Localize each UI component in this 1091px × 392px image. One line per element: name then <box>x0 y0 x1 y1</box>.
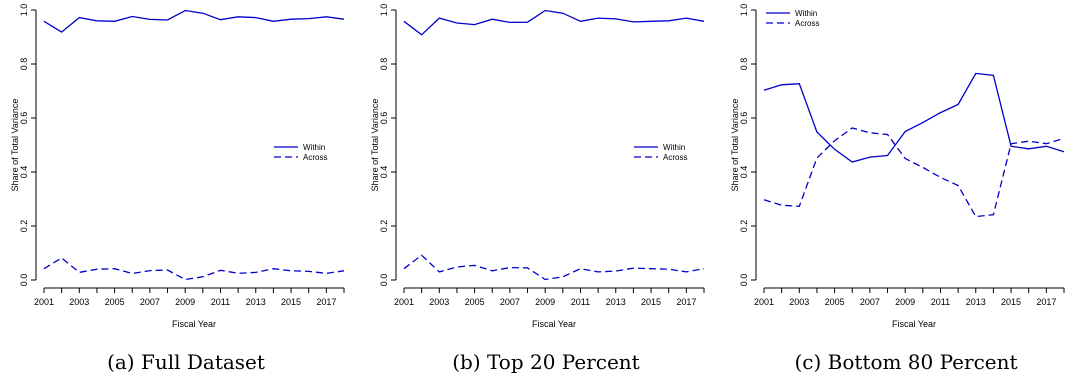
x-tick-label: 2011 <box>211 297 230 307</box>
y-tick-label: 0.8 <box>19 58 29 71</box>
y-tick-label: 0.4 <box>739 166 749 179</box>
y-tick-label: 1.0 <box>739 4 749 17</box>
x-axis-title: Fiscal Year <box>892 319 936 329</box>
y-tick-label: 0.2 <box>739 220 749 233</box>
y-axis-title: Share of Total Variance <box>10 99 20 192</box>
y-tick-label: 0.4 <box>379 166 389 179</box>
legend-label-across: Across <box>663 153 687 162</box>
y-tick-label: 0.2 <box>19 220 29 233</box>
chart-panel-c: 0.0 0.2 0.4 0.6 0.8 1.0 2001 2003 2005 2007 2009 20… <box>730 0 1082 392</box>
series-line-across <box>403 254 705 281</box>
x-tick-label: 2013 <box>246 297 266 307</box>
y-tick-label: 0.8 <box>739 58 749 71</box>
chart-svg-c: 0.0 0.2 0.4 0.6 0.8 1.0 2001 2003 2005 2007 2009 20… <box>730 4 1065 329</box>
caption-a: (a) Full Dataset <box>107 350 265 374</box>
x-axis-title: Fiscal Year <box>532 319 576 329</box>
chart-panel-a: 0.0 0.2 0.4 0.6 0.8 1.0 2001 2003 2005 2007 2009 20… <box>10 0 362 392</box>
x-tick-label: 2007 <box>860 297 880 307</box>
x-tick-label: 2001 <box>34 297 54 307</box>
y-tick-label: 0.4 <box>19 166 29 179</box>
x-tick-label: 2009 <box>535 297 555 307</box>
x-tick-label: 2007 <box>500 297 520 307</box>
x-tick-label: 2011 <box>571 297 590 307</box>
y-tick-label: 0.6 <box>379 112 389 125</box>
series-line-across <box>43 257 345 281</box>
x-tick-label: 2009 <box>895 297 915 307</box>
y-tick-label: 0.2 <box>379 220 389 233</box>
x-tick-label: 2017 <box>676 297 696 307</box>
legend-label-within: Within <box>303 143 325 152</box>
x-tick-label: 2001 <box>754 297 774 307</box>
x-tick-label: 2009 <box>175 297 195 307</box>
x-tick-label: 2003 <box>429 297 449 307</box>
y-tick-label: 0.8 <box>379 58 389 71</box>
x-tick-label: 2015 <box>641 297 661 307</box>
x-tick-label: 2015 <box>281 297 301 307</box>
legend-label-within: Within <box>663 143 685 152</box>
x-tick-label: 2013 <box>966 297 986 307</box>
x-tick-label: 2015 <box>1001 297 1021 307</box>
chart-svg-a: 0.0 0.2 0.4 0.6 0.8 1.0 2001 2003 2005 2007 2009 20… <box>10 4 345 329</box>
legend-label-across: Across <box>795 19 819 28</box>
series-line-within <box>43 9 345 33</box>
x-tick-label: 2005 <box>825 297 845 307</box>
x-tick-label: 2017 <box>316 297 336 307</box>
x-tick-label: 2003 <box>789 297 809 307</box>
series-line-within <box>403 9 705 36</box>
series-line-across <box>763 127 1065 218</box>
chart-panel-b: 0.0 0.2 0.4 0.6 0.8 1.0 2001 2003 2005 2007 2009 20… <box>370 0 722 392</box>
legend-label-within: Within <box>795 9 817 18</box>
y-tick-label: 0.0 <box>19 274 29 287</box>
y-axis-title: Share of Total Variance <box>730 99 740 192</box>
y-tick-label: 1.0 <box>379 4 389 17</box>
x-axis-title: Fiscal Year <box>172 319 216 329</box>
y-tick-label: 0.6 <box>739 112 749 125</box>
y-tick-label: 1.0 <box>19 4 29 17</box>
caption-c: (c) Bottom 80 Percent <box>794 350 1018 374</box>
y-tick-label: 0.0 <box>379 274 389 287</box>
x-tick-label: 2013 <box>606 297 626 307</box>
x-tick-label: 2011 <box>931 297 950 307</box>
x-tick-label: 2017 <box>1036 297 1056 307</box>
y-tick-label: 0.0 <box>739 274 749 287</box>
x-tick-label: 2007 <box>140 297 160 307</box>
caption-b: (b) Top 20 Percent <box>452 350 640 374</box>
x-tick-label: 2005 <box>465 297 485 307</box>
x-tick-label: 2001 <box>394 297 414 307</box>
y-axis-title: Share of Total Variance <box>370 99 380 192</box>
series-line-within <box>763 72 1065 163</box>
legend-label-across: Across <box>303 153 327 162</box>
y-tick-label: 0.6 <box>19 112 29 125</box>
x-tick-label: 2003 <box>69 297 89 307</box>
x-tick-label: 2005 <box>105 297 125 307</box>
chart-svg-b: 0.0 0.2 0.4 0.6 0.8 1.0 2001 2003 2005 2007 2009 20… <box>370 4 705 329</box>
